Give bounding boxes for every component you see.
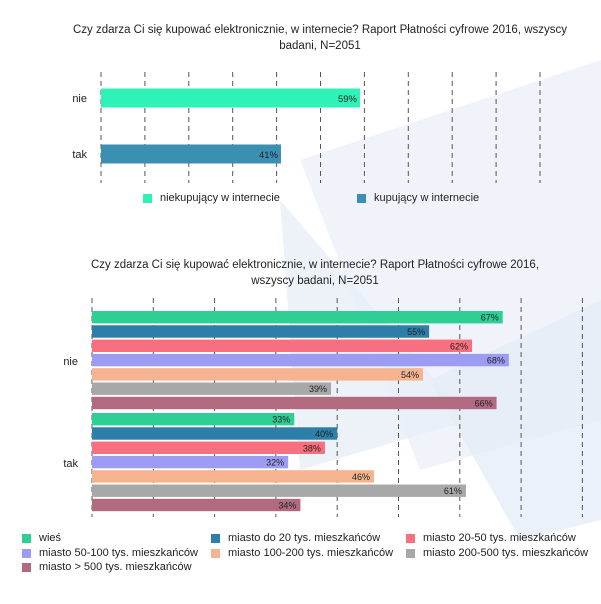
chart2-data-label: 61% bbox=[444, 486, 462, 496]
legend-item: miasto 100-200 tys. mieszkańców bbox=[211, 547, 393, 559]
legend-swatch bbox=[143, 193, 152, 203]
legend-swatch bbox=[406, 533, 415, 543]
chart2-bar bbox=[92, 470, 374, 483]
chart1-data-label: 59% bbox=[338, 94, 358, 105]
legend-swatch bbox=[22, 533, 31, 543]
chart1-category-label: tak bbox=[72, 149, 87, 161]
chart1-title: Czy zdarza Ci się kupować elektronicznie… bbox=[60, 22, 580, 54]
legend-label: miasto > 500 tys. mieszkańców bbox=[39, 561, 192, 573]
legend-label: miasto 200-500 tys. mieszkańców bbox=[423, 547, 589, 559]
legend-swatch bbox=[406, 548, 415, 558]
chart2-bar bbox=[92, 441, 325, 454]
chart2-data-label: 46% bbox=[352, 472, 370, 482]
chart2-bar bbox=[92, 455, 289, 469]
chart1-plot: nie tak 59% 41% bbox=[72, 72, 541, 183]
legend-swatch bbox=[211, 548, 220, 558]
chart1-data-label: 41% bbox=[259, 150, 279, 161]
chart2-data-label: 33% bbox=[272, 415, 290, 425]
legend-swatch bbox=[357, 193, 366, 203]
chart2-category-label: nie bbox=[63, 356, 78, 368]
chart2-data-label: 66% bbox=[475, 399, 493, 409]
legend-swatch bbox=[22, 562, 31, 572]
legend-item: miasto do 20 tys. mieszkańców bbox=[211, 532, 380, 544]
legend-label: miasto 100-200 tys. mieszkańców bbox=[228, 547, 394, 559]
chart2-bar bbox=[92, 498, 301, 512]
chart2-category-label: tak bbox=[63, 458, 78, 470]
legend-label: miasto 20-50 tys. mieszkańców bbox=[423, 532, 576, 544]
chart2-data-label: 54% bbox=[401, 370, 419, 380]
chart2-data-label: 34% bbox=[278, 501, 296, 511]
chart2-bar bbox=[92, 427, 338, 440]
chart2-bar bbox=[92, 339, 473, 352]
chart1-bar bbox=[101, 88, 361, 108]
chart1-bar bbox=[101, 144, 281, 164]
legend-item: miasto 200-500 tys. mieszkańców bbox=[406, 547, 588, 559]
legend-label: niekupujący w internecie bbox=[160, 192, 280, 204]
chart1-category-label: nie bbox=[72, 93, 87, 105]
chart2-data-label: 67% bbox=[481, 313, 499, 323]
chart2-data-label: 40% bbox=[315, 429, 333, 439]
chart2-data-label: 38% bbox=[303, 443, 321, 453]
legend-item: miasto 50-100 tys. mieszkańców bbox=[22, 547, 198, 559]
chart2-title-line-1: Czy zdarza Ci się kupować elektronicznie… bbox=[90, 259, 540, 271]
legend-label: miasto do 20 tys. mieszkańców bbox=[228, 532, 381, 544]
chart2-bar bbox=[92, 396, 497, 410]
chart2-bar bbox=[92, 353, 509, 367]
chart2-bar bbox=[92, 325, 430, 338]
legend-item: wieś bbox=[22, 532, 61, 544]
chart2-bar bbox=[92, 311, 503, 324]
chart2-data-label: 62% bbox=[450, 341, 468, 351]
chart2-data-label: 55% bbox=[407, 327, 425, 337]
legend-swatch bbox=[22, 548, 31, 558]
legend-label: miasto 50-100 tys. mieszkańców bbox=[39, 547, 198, 559]
chart2-title: Czy zdarza Ci się kupować elektronicznie… bbox=[60, 257, 570, 289]
chart2-title-line-2: wszyscy badani, N=2051 bbox=[251, 275, 379, 287]
chart2-bar bbox=[92, 368, 424, 381]
chart2-plot: nie 67% 55% 62% 68% 54% 39% 66% tak 33% 40% 38% 32% 4… bbox=[63, 298, 583, 517]
chart2-bar bbox=[92, 382, 332, 395]
legend-item: niekupujący w internecie bbox=[143, 192, 280, 204]
chart2-data-label: 32% bbox=[266, 458, 284, 468]
chart1-title-line-1: Czy zdarza Ci się kupować elektronicznie… bbox=[72, 24, 568, 36]
legend-swatch bbox=[211, 533, 220, 543]
legend-item: miasto > 500 tys. mieszkańców bbox=[22, 561, 192, 573]
legend-item: kupujący w internecie bbox=[357, 192, 479, 204]
legend-label: wieś bbox=[39, 532, 62, 544]
legend-item: miasto 20-50 tys. mieszkańców bbox=[406, 532, 576, 544]
chart2-bar bbox=[92, 484, 466, 497]
legend-label: kupujący w internecie bbox=[374, 192, 480, 204]
chart2-data-label: 39% bbox=[309, 384, 327, 394]
chart2-bar bbox=[92, 413, 295, 426]
chart2-data-label: 68% bbox=[487, 356, 505, 366]
chart1-title-line-2: badani, N=2051 bbox=[279, 40, 361, 52]
